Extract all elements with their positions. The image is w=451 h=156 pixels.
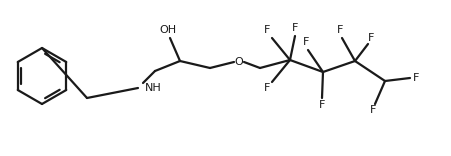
Text: F: F bbox=[263, 83, 270, 93]
Text: F: F bbox=[318, 100, 324, 110]
Text: F: F bbox=[336, 25, 342, 35]
Text: O: O bbox=[234, 57, 243, 67]
Text: F: F bbox=[302, 37, 308, 47]
Text: NH: NH bbox=[145, 83, 161, 93]
Text: F: F bbox=[367, 33, 373, 43]
Text: F: F bbox=[263, 25, 270, 35]
Text: OH: OH bbox=[159, 25, 176, 35]
Text: F: F bbox=[412, 73, 418, 83]
Text: F: F bbox=[291, 23, 298, 33]
Text: F: F bbox=[369, 105, 375, 115]
